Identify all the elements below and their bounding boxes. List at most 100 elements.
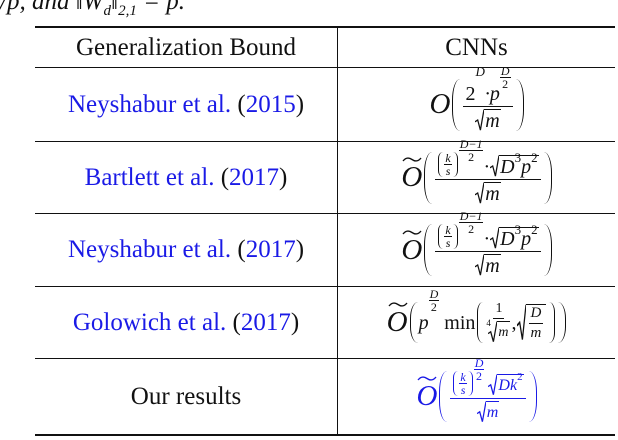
text: O <box>401 161 423 193</box>
operator: O <box>400 157 423 193</box>
text: m <box>486 403 499 421</box>
text: min <box>444 311 476 334</box>
tilde <box>417 376 437 381</box>
text: Generalization Bound <box>75 33 297 61</box>
radicand: m <box>497 321 510 343</box>
text: Our results <box>130 382 242 410</box>
exponent: D−1 2 <box>458 210 484 236</box>
path <box>516 304 526 340</box>
cite-paren: ( <box>237 90 246 118</box>
text: Golowich et al. <box>72 308 227 336</box>
numerator: 2 D ·p D 2 <box>463 65 513 107</box>
text: = p. <box>136 0 185 15</box>
denominator: m <box>475 180 501 205</box>
text: 2 <box>430 300 437 315</box>
radicand: m <box>484 181 501 205</box>
text: Bartlett et al. <box>84 163 215 191</box>
citation: Our results <box>35 359 338 434</box>
text: k <box>509 376 518 394</box>
header-cell: Generalization Bound <box>35 28 338 68</box>
tilde <box>402 229 422 235</box>
paren <box>439 370 447 423</box>
cite-paren: ( <box>220 163 230 191</box>
paren <box>453 370 458 396</box>
numerator: D−1 <box>458 136 484 151</box>
radical: m <box>475 181 501 205</box>
exponent: 3 <box>514 222 522 237</box>
text: 2 <box>476 368 483 383</box>
text: s <box>445 163 451 178</box>
path <box>402 229 422 235</box>
text: 2 <box>502 76 509 91</box>
tilde <box>388 302 408 307</box>
text: O <box>386 306 408 338</box>
denominator: m <box>476 399 500 423</box>
path <box>402 157 422 162</box>
paren <box>544 224 552 276</box>
paren <box>452 78 460 131</box>
text: d <box>103 3 112 19</box>
exponent: 2 <box>517 371 523 384</box>
text: p <box>418 311 429 334</box>
exponent: 2 <box>531 222 538 237</box>
bound-cell: O k s D−1 2 · D 3 p 2 m <box>338 138 615 214</box>
paren <box>544 151 552 204</box>
text: O <box>416 380 438 412</box>
paren <box>424 224 432 276</box>
text: m <box>485 182 500 205</box>
cite-paren: ) <box>279 163 288 191</box>
text: m <box>498 325 509 340</box>
radical-sign <box>476 401 486 422</box>
exponent: 3 <box>514 149 522 165</box>
fraction: 2 D ·p D 2 m <box>463 65 513 132</box>
paren <box>468 370 473 396</box>
path <box>490 227 500 249</box>
cite-paren: ) <box>295 236 305 263</box>
text: Neyshabur et al. <box>67 236 232 263</box>
fraction: k s D−1 2 · D 3 p 2 m <box>435 210 541 277</box>
brace <box>548 302 556 343</box>
fraction: D−1 2 <box>458 210 484 236</box>
formula: O k s D−1 2 · D 3 p 2 m <box>400 138 552 205</box>
text: s <box>460 382 466 397</box>
text: D <box>500 228 515 250</box>
path <box>476 401 486 422</box>
cite-paren: ) <box>290 308 300 336</box>
exponent: D−1 2 <box>458 136 484 163</box>
cite-paren: ( <box>237 236 246 263</box>
text: m <box>485 255 500 277</box>
brace <box>477 302 484 343</box>
operator: O <box>400 229 423 265</box>
radicand: m <box>485 400 500 423</box>
path <box>388 302 408 307</box>
operator: O <box>386 302 409 338</box>
text: /p, and ‖W <box>0 0 104 15</box>
numerator: k <box>444 223 452 237</box>
bound-cell: O 2 D ·p D 2 m <box>338 65 615 142</box>
text: 2 <box>468 222 475 236</box>
numerator: D <box>528 306 544 324</box>
text: m <box>485 109 500 132</box>
radical-sign <box>475 181 485 203</box>
citation: Neyshabur et al. (2015) <box>35 68 338 142</box>
numerator: D <box>499 63 511 78</box>
fraction: D−1 2 <box>458 136 484 163</box>
numerator: D <box>428 287 440 302</box>
paren <box>438 151 443 177</box>
path <box>475 108 485 130</box>
text: 2 <box>465 82 476 105</box>
